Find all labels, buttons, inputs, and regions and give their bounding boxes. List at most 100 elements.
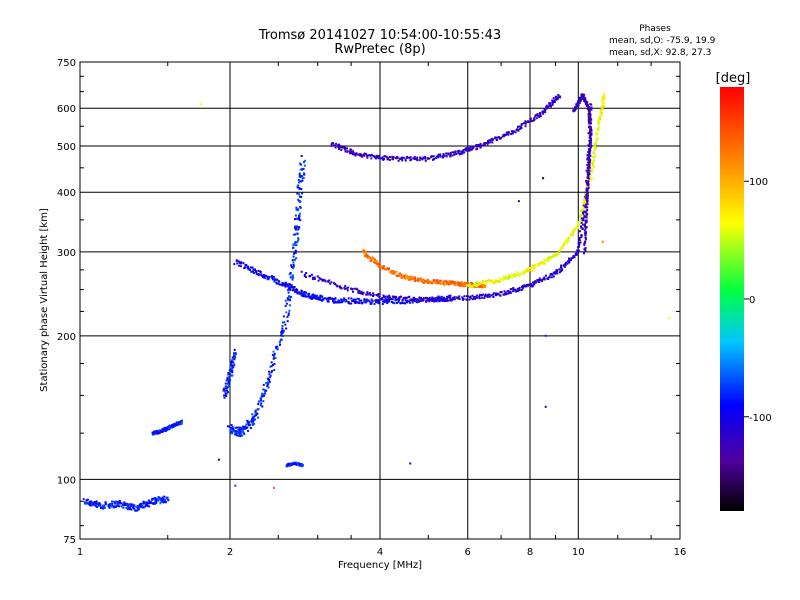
data-point (238, 264, 241, 267)
data-point (585, 179, 588, 182)
data-point (154, 497, 157, 499)
data-point (318, 298, 321, 301)
data-point (225, 395, 228, 398)
data-point (319, 277, 322, 280)
data-point (485, 142, 488, 144)
data-point (416, 301, 419, 304)
data-point (526, 267, 529, 270)
data-point (575, 103, 578, 106)
y-tick-label: 600 (57, 104, 76, 115)
data-point (231, 356, 234, 359)
data-point (515, 273, 518, 276)
data-point (544, 111, 547, 114)
data-point (564, 240, 567, 243)
data-point (364, 152, 367, 155)
data-point (135, 509, 138, 512)
data-point (386, 301, 389, 304)
data-point (399, 302, 402, 305)
data-point (301, 175, 304, 177)
data-point (250, 420, 253, 423)
data-point (445, 280, 448, 283)
data-point (534, 281, 537, 284)
data-point (315, 297, 318, 300)
data-point (277, 282, 280, 285)
data-point (439, 282, 442, 285)
data-point (588, 122, 591, 125)
data-point (580, 226, 583, 229)
data-point (585, 182, 588, 185)
data-point (93, 503, 96, 506)
data-point (304, 159, 307, 162)
data-point (287, 312, 290, 315)
data-point (243, 267, 246, 270)
data-point (297, 237, 300, 240)
data-point (284, 323, 287, 326)
data-point (584, 227, 587, 230)
data-point (428, 300, 431, 303)
data-point (590, 144, 593, 147)
data-point (298, 215, 301, 218)
data-point (110, 505, 113, 508)
data-point (163, 498, 166, 501)
data-point (360, 299, 363, 302)
data-point (592, 165, 595, 168)
data-point (533, 118, 536, 121)
data-point (512, 290, 515, 293)
data-point (357, 290, 360, 293)
data-point (358, 299, 361, 302)
data-point (478, 295, 481, 298)
data-point (400, 295, 403, 298)
data-point (151, 497, 154, 500)
data-point (242, 425, 245, 428)
data-point (397, 297, 400, 300)
data-point (447, 299, 450, 302)
data-point (525, 285, 528, 288)
data-point (422, 156, 425, 159)
data-point (130, 505, 133, 508)
data-point (226, 386, 229, 389)
data-point (568, 236, 570, 239)
data-point (364, 250, 367, 253)
data-point (597, 129, 600, 131)
data-point (169, 424, 172, 427)
data-point (299, 162, 302, 165)
data-point (452, 281, 455, 283)
data-point (589, 121, 592, 124)
data-point (280, 334, 282, 337)
data-point (364, 255, 366, 258)
data-point (228, 425, 231, 428)
data-point (579, 241, 582, 244)
data-point (337, 144, 340, 147)
data-point (572, 256, 575, 259)
data-point (376, 301, 379, 304)
data-point (393, 302, 396, 305)
data-point (301, 177, 304, 180)
data-point (92, 503, 95, 506)
data-point (148, 502, 151, 505)
data-point (372, 155, 375, 157)
data-point (548, 257, 550, 260)
data-point (466, 148, 469, 150)
data-point (287, 314, 290, 317)
data-point (272, 350, 275, 353)
data-point (113, 505, 116, 508)
data-point (534, 263, 537, 266)
data-point (304, 295, 307, 298)
data-point (147, 505, 150, 508)
data-point (266, 275, 269, 278)
data-point (164, 500, 167, 503)
data-point (385, 155, 388, 158)
data-point (589, 146, 592, 149)
data-point (228, 373, 231, 376)
data-point (356, 301, 359, 304)
data-point (357, 297, 360, 300)
data-point (156, 432, 159, 435)
data-point (86, 502, 89, 504)
data-point (562, 245, 565, 248)
data-point (457, 297, 460, 300)
data-point (524, 122, 527, 125)
data-point (286, 297, 289, 300)
data-point (287, 298, 289, 301)
data-point (489, 139, 492, 142)
data-point (529, 269, 532, 272)
